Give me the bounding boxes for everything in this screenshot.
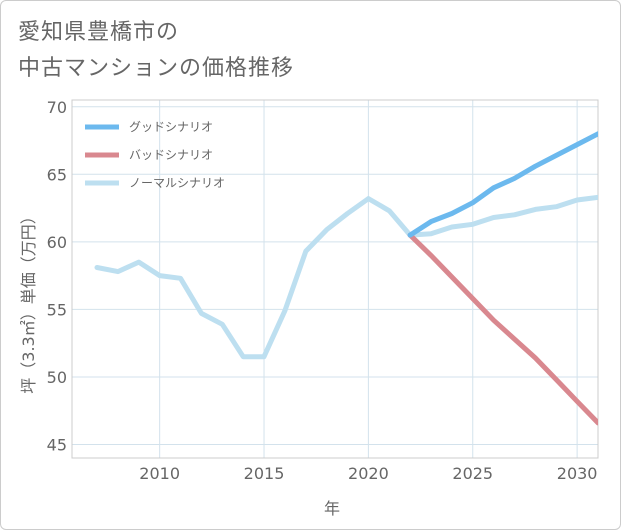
- y-tick-label: 65: [47, 165, 67, 184]
- x-tick-labels: 2010 2015 2020 2025 2030: [139, 464, 597, 483]
- x-tick-label: 2025: [452, 464, 493, 483]
- x-axis-label: 年: [324, 499, 340, 518]
- title-line-1: 愛知県豊橋市の: [18, 20, 180, 45]
- x-tick-label: 2020: [348, 464, 389, 483]
- title-line-2: 中古マンションの価格推移: [18, 56, 295, 81]
- series-line-good: [407, 131, 598, 238]
- series-line-bad: [407, 232, 598, 426]
- y-tick-label: 45: [47, 435, 67, 454]
- y-tick-labels: 45 50 55 60 65 70: [47, 98, 67, 455]
- legend-label-good: グッドシナリオ: [129, 120, 213, 134]
- plot-area: [71, 99, 599, 459]
- x-tick-label: 2010: [139, 464, 180, 483]
- chart-title: 愛知県豊橋市の 中古マンションの価格推移: [18, 15, 294, 87]
- legend-label-normal: ノーマルシナリオ: [129, 176, 225, 190]
- series-line-normal: [94, 194, 598, 360]
- x-tick-label: 2015: [244, 464, 285, 483]
- grid: [72, 100, 598, 458]
- series-lines: [94, 131, 598, 426]
- y-tick-label: 70: [47, 98, 67, 117]
- y-tick-label: 60: [47, 233, 67, 252]
- y-axis-label: 坪（3.3㎡）単価（万円）: [19, 208, 38, 393]
- x-tick-label: 2030: [557, 464, 598, 483]
- legend-label-bad: バッドシナリオ: [129, 148, 213, 162]
- y-tick-label: 50: [47, 368, 67, 387]
- y-tick-label: 55: [47, 300, 67, 319]
